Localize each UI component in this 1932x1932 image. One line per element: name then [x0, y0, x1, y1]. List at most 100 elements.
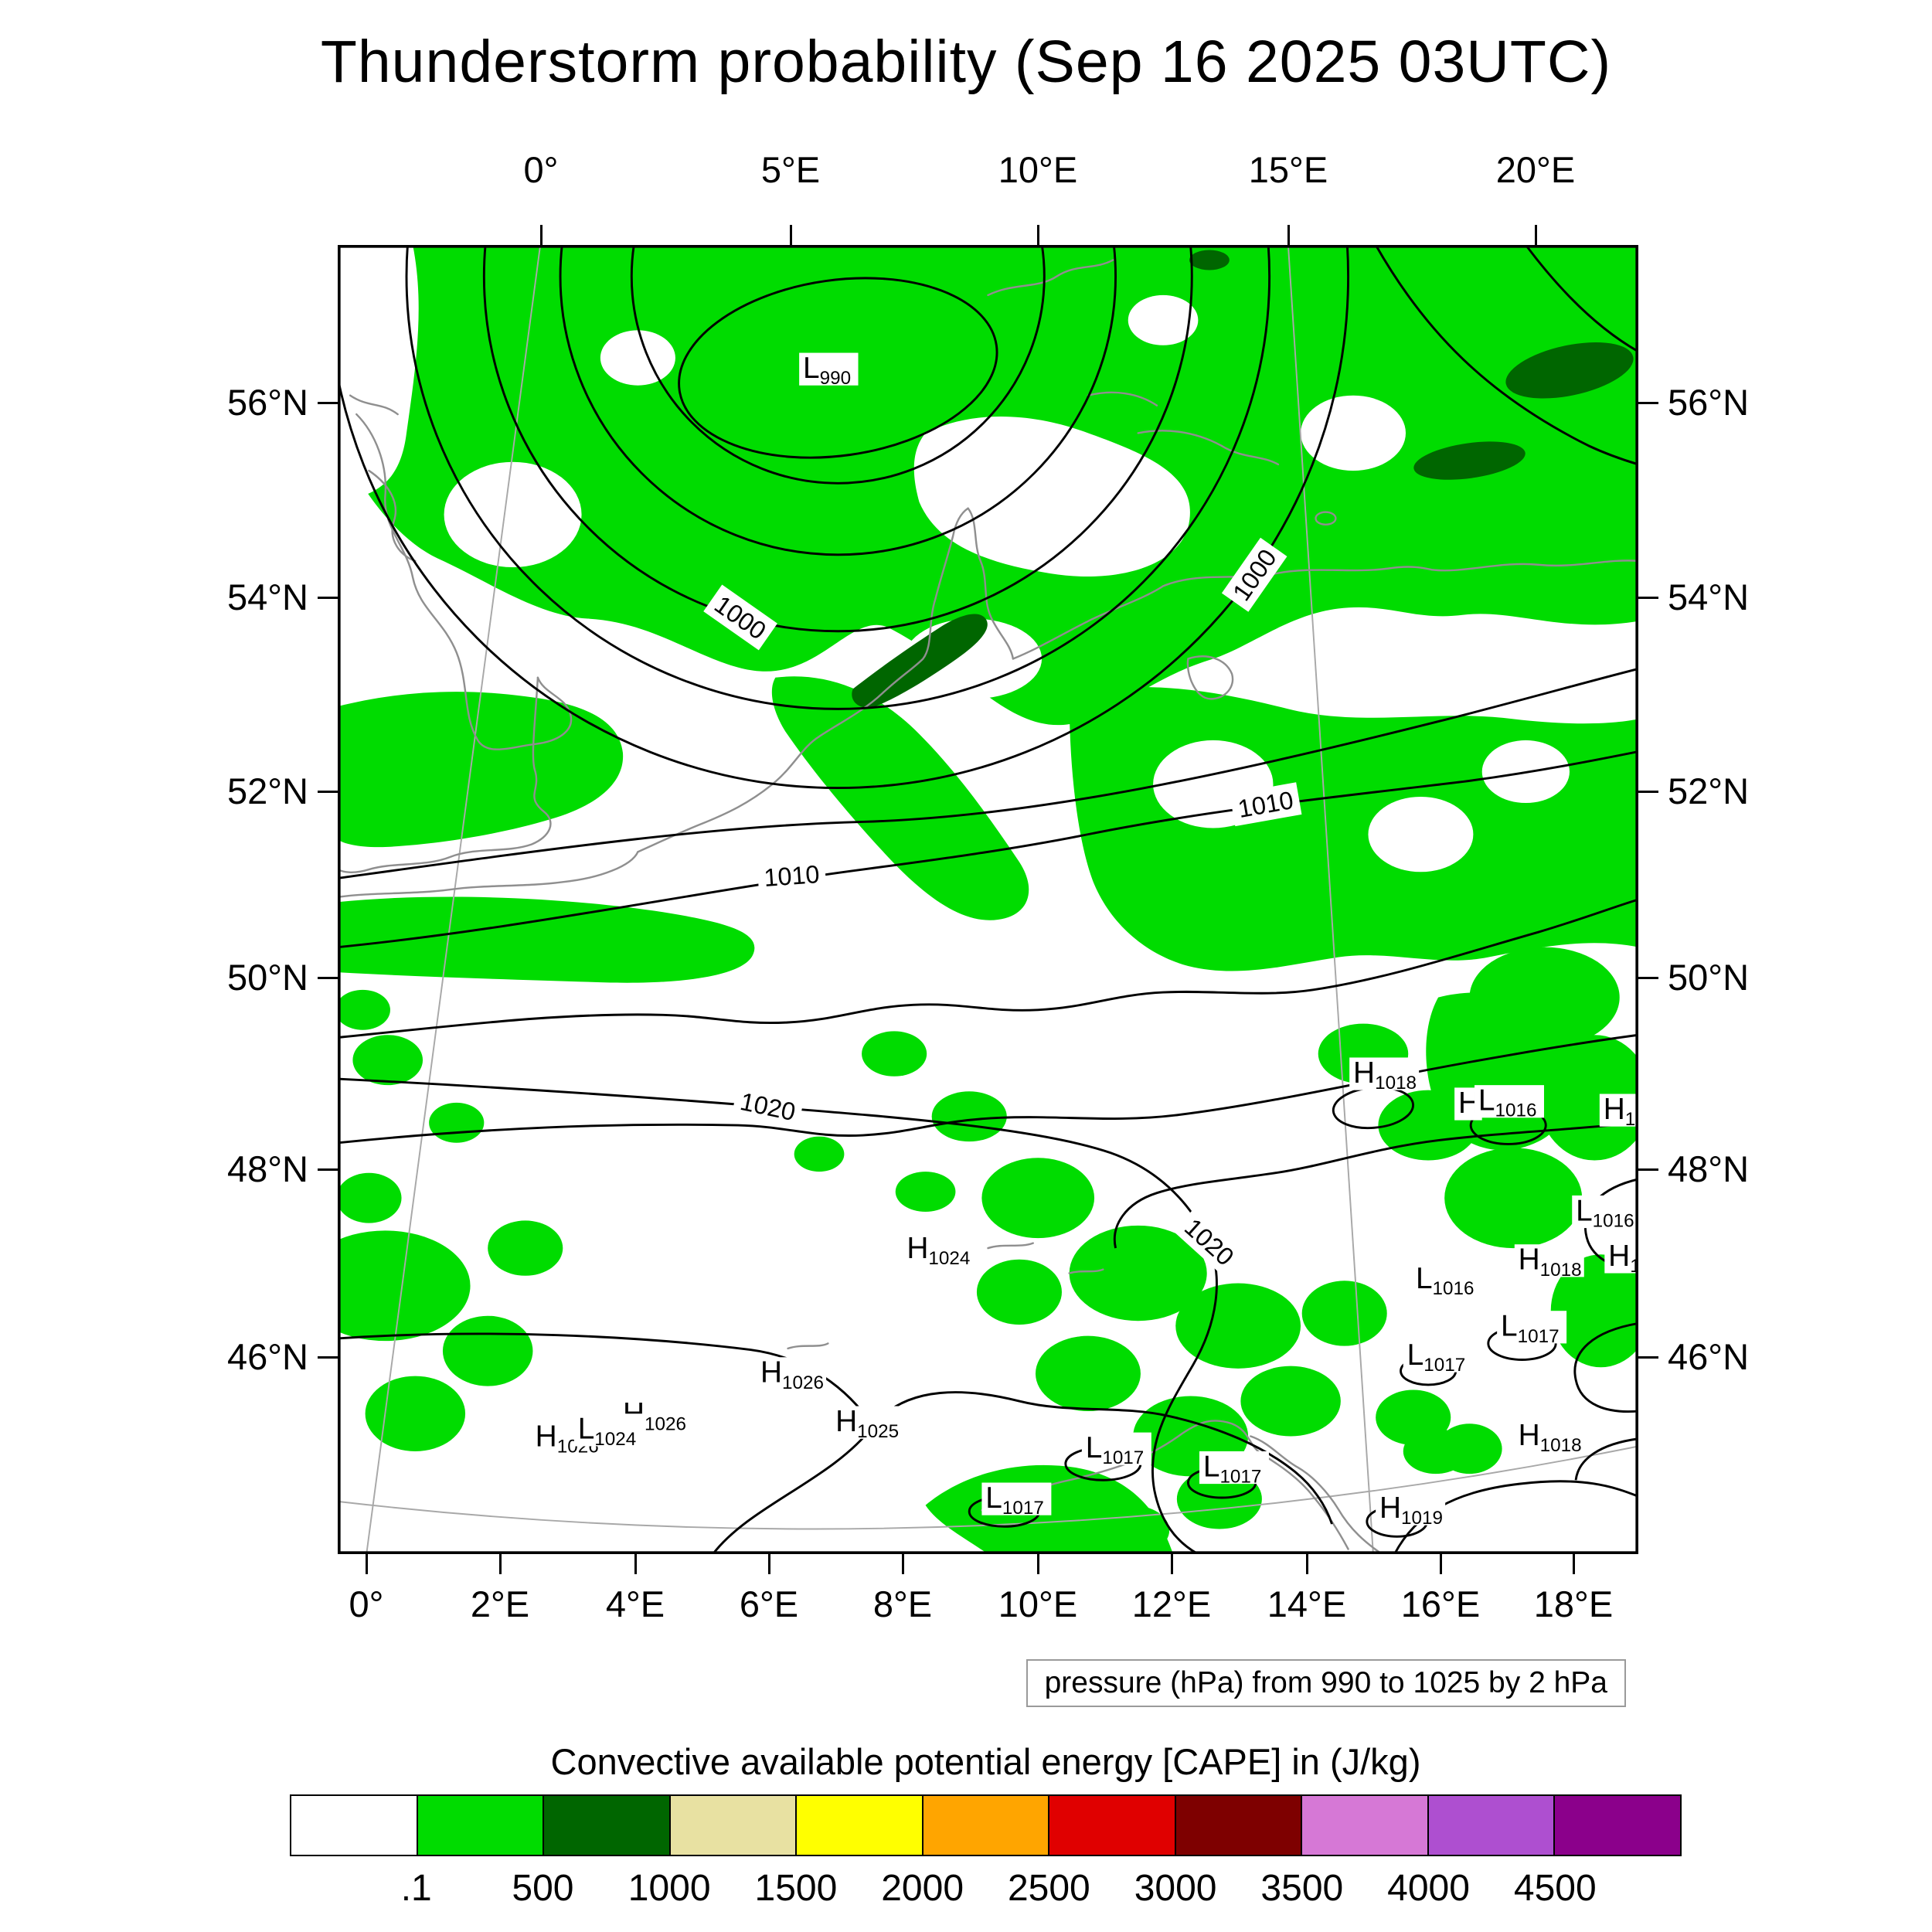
- axis-tick-left: [318, 1168, 338, 1171]
- axis-tick-label-right: 56°N: [1668, 382, 1750, 423]
- axis-tick-label-bottom: 2°E: [470, 1583, 530, 1624]
- axis-tick-right: [1638, 1356, 1658, 1359]
- axis-tick-label-right: 52°N: [1668, 770, 1750, 811]
- colorbar-tick-label: 2000: [881, 1868, 964, 1909]
- axis-tick-label-bottom: 14°E: [1267, 1583, 1347, 1624]
- pressure-center-h: H1024: [903, 1232, 973, 1269]
- axis-tick-label-top: 10°E: [998, 149, 1078, 190]
- colorbar-cell: [290, 1794, 418, 1856]
- axis-tick-label-bottom: 18°E: [1533, 1583, 1614, 1624]
- axis-tick-top: [1535, 225, 1537, 245]
- axis-tick-top: [1287, 225, 1290, 245]
- axis-tick-bottom: [1037, 1554, 1039, 1574]
- pressure-caption: pressure (hPa) from 990 to 1025 by 2 hPa: [1026, 1659, 1626, 1707]
- svg-text:H1019: H1019: [1379, 1492, 1443, 1529]
- cape-white-holes: [338, 245, 1570, 872]
- axis-tick-top: [540, 225, 543, 245]
- svg-text:L990: L990: [803, 352, 851, 389]
- axis-tick-label-bottom: 4°E: [605, 1583, 665, 1624]
- colorbar-cell: [1427, 1794, 1556, 1856]
- contour-label: 1020: [731, 1083, 804, 1130]
- axis-tick-left: [318, 791, 338, 793]
- axis-tick-label-top: 5°E: [760, 149, 821, 190]
- pressure-center-h: H1018: [1349, 1056, 1420, 1094]
- axis-tick-label-left: 50°N: [226, 957, 308, 998]
- contour-label: 1010: [757, 857, 827, 895]
- svg-text:L1024: L1024: [578, 1413, 637, 1450]
- axis-tick-bottom: [1573, 1554, 1575, 1574]
- pressure-center-h: H1: [1604, 1240, 1638, 1277]
- map-border: [338, 245, 1638, 1554]
- map-area: 1000 1000 1010 1010 1020 1020 L990 H1018 H L1016…: [338, 245, 1638, 1554]
- axis-tick-bottom: [1440, 1554, 1442, 1574]
- colorbar-cell: [416, 1794, 545, 1856]
- pressure-center-l: L1017: [1403, 1338, 1473, 1376]
- axis-tick-label-left: 52°N: [226, 770, 308, 811]
- axis-tick-label-left: 54°N: [226, 577, 308, 617]
- axis-tick-label-right: 48°N: [1668, 1148, 1750, 1189]
- axis-tick-label-top: 15°E: [1248, 149, 1328, 190]
- axis-tick-label-left: 48°N: [226, 1148, 308, 1189]
- axis-tick-bottom: [902, 1554, 904, 1574]
- pressure-center-h: H1018: [1514, 1243, 1584, 1281]
- svg-text:L1017: L1017: [1086, 1431, 1145, 1468]
- axis-tick-label-bottom: 6°E: [739, 1583, 799, 1624]
- axis-tick-bottom: [1171, 1554, 1173, 1574]
- axis-tick-label-bottom: 10°E: [998, 1583, 1078, 1624]
- svg-text:H1018: H1018: [1353, 1056, 1417, 1094]
- axis-tick-left: [318, 1356, 338, 1359]
- svg-text:L1017: L1017: [1501, 1310, 1560, 1347]
- coastlines: [338, 259, 1638, 1554]
- pressure-center-markers: L990H1018HL1016H1L1016H1024L1016H1018H1L…: [531, 352, 1638, 1529]
- axis-tick-label-bottom: 16°E: [1400, 1583, 1481, 1624]
- colorbar-cell: [1301, 1794, 1429, 1856]
- svg-text:H1025: H1025: [835, 1405, 899, 1442]
- axis-tick-right: [1638, 402, 1658, 404]
- axis-tick-bottom: [366, 1554, 368, 1574]
- axis-tick-top: [790, 225, 792, 245]
- axis-tick-label-top: 0°: [523, 149, 559, 190]
- axis-tick-left: [318, 977, 338, 979]
- svg-text:L1016: L1016: [1416, 1262, 1475, 1299]
- pressure-center-h: H1019: [1376, 1492, 1446, 1529]
- colorbar-cell: [795, 1794, 923, 1856]
- pressure-center-l: L1017: [1081, 1431, 1151, 1468]
- colorbar-cell: [1048, 1794, 1176, 1856]
- colorbar-title: Convective available potential energy [C…: [550, 1741, 1421, 1782]
- pressure-center-l: L1017: [1497, 1310, 1567, 1347]
- pressure-center-l: L1016: [1572, 1194, 1638, 1232]
- axis-tick-label-right: 46°N: [1668, 1336, 1750, 1377]
- colorbar-cell: [543, 1794, 671, 1856]
- pressure-center-h: H1025: [832, 1405, 902, 1442]
- svg-text:H1024: H1024: [906, 1232, 970, 1269]
- svg-text:L1017: L1017: [985, 1481, 1044, 1519]
- colorbar-tick-label: 2500: [1007, 1868, 1090, 1909]
- svg-text:H1026: H1026: [760, 1356, 824, 1393]
- pressure-center-l: L1016: [1475, 1084, 1544, 1121]
- axis-tick-label-right: 54°N: [1668, 577, 1750, 617]
- colorbar-tick-label: .1: [400, 1868, 432, 1909]
- colorbar-tick-label: 3000: [1134, 1868, 1217, 1909]
- axis-tick-left: [318, 402, 338, 404]
- axis-tick-label-right: 50°N: [1668, 957, 1750, 998]
- pressure-center-l: L1024: [573, 1413, 644, 1450]
- pressure-center-h: H1: [1599, 1093, 1638, 1130]
- svg-text:L1016: L1016: [1576, 1194, 1634, 1231]
- axis-tick-bottom: [634, 1554, 637, 1574]
- colorbar-cell: [1174, 1794, 1303, 1856]
- pressure-center-l: L990: [799, 352, 859, 389]
- colorbar-cell: [921, 1794, 1050, 1856]
- colorbar-tick-label: 500: [512, 1868, 574, 1909]
- axis-tick-right: [1638, 977, 1658, 979]
- colorbar-tick-label: 4500: [1513, 1868, 1597, 1909]
- pressure-center-l: L1017: [1199, 1450, 1269, 1488]
- svg-text:H1018: H1018: [1519, 1419, 1582, 1456]
- colorbar-tick-label: 1500: [754, 1868, 838, 1909]
- pressure-center-h: H1026: [757, 1356, 827, 1393]
- pressure-center-h: H1018: [1514, 1419, 1584, 1456]
- axis-tick-right: [1638, 597, 1658, 599]
- svg-text:H1: H1: [1604, 1093, 1636, 1130]
- axis-tick-bottom: [499, 1554, 502, 1574]
